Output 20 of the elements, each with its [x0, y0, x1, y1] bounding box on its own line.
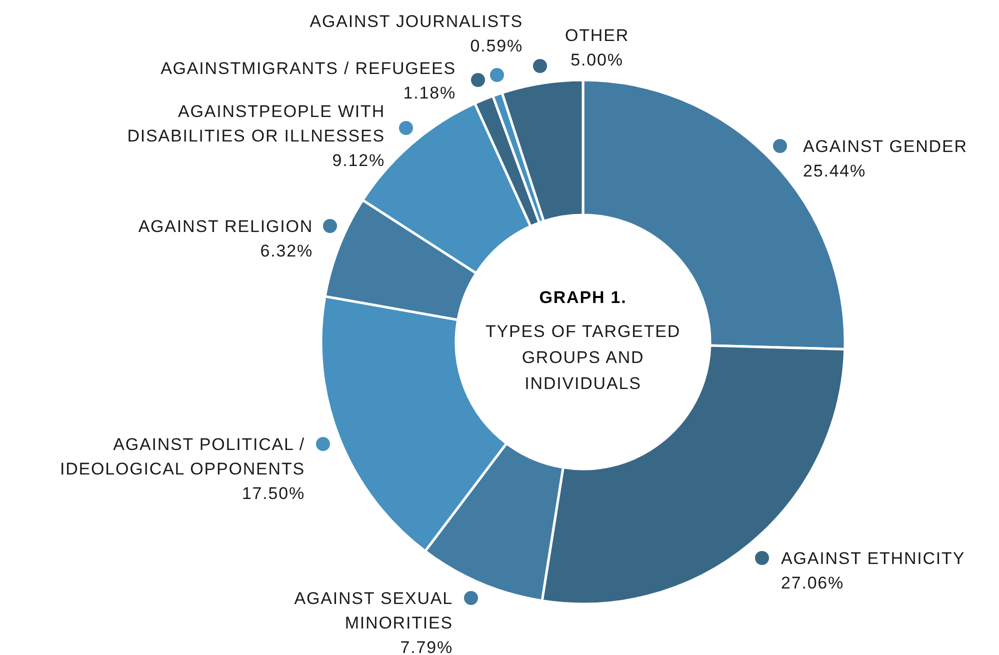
- text: GRAPH 1.: [539, 288, 627, 307]
- data-label: 7.79%: [400, 638, 453, 655]
- slice-label: OTHER: [565, 26, 629, 45]
- slice-label: AGAINST GENDER: [803, 137, 968, 156]
- data-label: 1.18%: [403, 84, 456, 102]
- legend-label: AGAINSTPEOPLE WITH DISABILITIES OR ILLNESSES: [127, 102, 385, 146]
- data-label: 17.50%: [242, 484, 305, 503]
- data-label: 0.59%: [470, 36, 523, 56]
- data-label: 25.44%: [803, 162, 866, 180]
- data-label: 6.32%: [260, 242, 313, 260]
- legend-label: AGAINST SEXUAL MINORITIES: [294, 589, 453, 632]
- legend-label: AGAINST RELIGION: [138, 217, 313, 236]
- legend-label: AGAINST POLITICAL / IDEOLOGICAL OPPONENTS: [60, 435, 305, 478]
- data-label: 9.12%: [332, 151, 385, 170]
- legend-label: AGAINSTMIGRANTS / REFUGEES: [160, 59, 456, 78]
- text: TYPES OF TARGETED GROUPS AND INDIVIDUALS: [485, 322, 681, 393]
- data-label: 27.06%: [781, 574, 844, 592]
- slice-label: AGAINST ETHNICITY: [781, 549, 966, 568]
- data-label: 5.00%: [570, 50, 624, 70]
- slice-label: AGAINST JOURNALISTS: [310, 12, 523, 31]
